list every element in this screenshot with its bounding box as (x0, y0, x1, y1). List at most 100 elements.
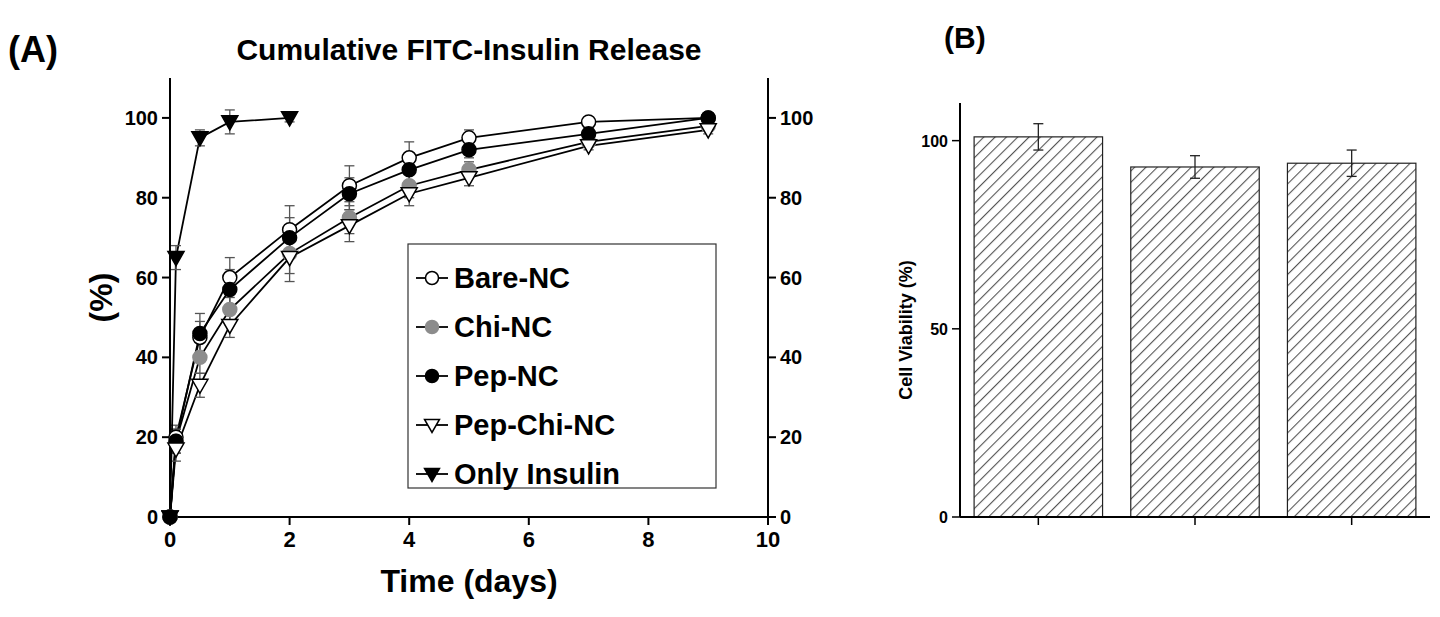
error-bar (1347, 150, 1357, 176)
error-cap (225, 337, 235, 338)
error-cap (344, 241, 354, 242)
panel-a: (A)Cumulative FITC-Insulin Release024681… (8, 29, 813, 599)
y2-tick-label: 0 (780, 506, 791, 528)
x-tick-label: 4 (403, 527, 416, 552)
x-tick (408, 517, 410, 525)
y-tick (162, 197, 170, 199)
legend-label: Bare-NC (454, 262, 570, 294)
x-tick-label: 2 (283, 527, 295, 552)
x-tick-label: 10 (756, 527, 780, 552)
x-tick (1351, 517, 1353, 525)
x-tick (1194, 517, 1196, 525)
legend: Bare-NCChi-NCPep-NCPep-Chi-NCOnly Insuli… (408, 244, 716, 490)
marker (193, 326, 207, 340)
x-tick-label: 0 (164, 527, 176, 552)
y2-tick (768, 117, 776, 119)
bar (1131, 167, 1259, 517)
marker (223, 302, 237, 316)
y-tick (952, 516, 960, 518)
bar (974, 137, 1102, 517)
marker (425, 468, 440, 481)
y2-tick-label: 40 (780, 346, 802, 368)
y-tick (162, 277, 170, 279)
y2-tick (768, 277, 776, 279)
y-tick-label: 100 (125, 107, 158, 129)
error-cap (285, 217, 295, 218)
marker (426, 370, 439, 383)
y-tick-label: 80 (136, 187, 158, 209)
y2-tick-label: 20 (780, 426, 802, 448)
error-cap (195, 313, 205, 314)
marker (461, 172, 477, 186)
x-tick (767, 517, 769, 525)
panel-label: (A) (8, 29, 58, 70)
y2-tick (768, 436, 776, 438)
legend-box (408, 244, 716, 488)
marker (192, 132, 208, 146)
marker (341, 220, 357, 234)
marker (700, 124, 716, 138)
y2-tick (768, 516, 776, 518)
error-cap (225, 109, 235, 110)
y-label: (%) (83, 273, 119, 323)
marker (282, 252, 298, 266)
x-axis (170, 516, 768, 518)
error-stem (1194, 156, 1195, 179)
y2-tick-label: 60 (780, 267, 802, 289)
y2-tick-label: 80 (780, 187, 802, 209)
marker (582, 127, 596, 141)
error-cap (171, 460, 181, 461)
marker (701, 111, 715, 125)
x-tick-label: 6 (523, 527, 535, 552)
x-tick (528, 517, 530, 525)
title: Cumulative FITC-Insulin Release (236, 33, 701, 66)
legend-label: Pep-Chi-NC (454, 409, 615, 441)
panel-b: (B)050100Cell Viability (%) (896, 21, 1430, 526)
error-cap (171, 269, 181, 270)
x-tick (289, 517, 291, 525)
marker (222, 319, 238, 333)
marker (168, 252, 184, 266)
error-stem (1351, 150, 1352, 176)
marker (162, 511, 178, 525)
y-tick (952, 328, 960, 330)
error-cap (225, 257, 235, 258)
y-tick-label: 0 (147, 506, 158, 528)
figure: (A)Cumulative FITC-Insulin Release024681… (0, 0, 1440, 617)
y-tick-label: 40 (136, 346, 158, 368)
error-cap (171, 245, 181, 246)
marker (426, 272, 439, 285)
marker (425, 419, 440, 432)
error-cap (285, 205, 295, 206)
marker (701, 111, 715, 125)
marker (401, 188, 417, 202)
error-bar (1190, 156, 1200, 179)
x-label: Time (days) (380, 563, 557, 599)
error-cap (1033, 123, 1043, 124)
marker (581, 140, 597, 154)
marker (192, 379, 208, 393)
x-tick (647, 517, 649, 525)
marker (402, 163, 416, 177)
y-label: Cell Viability (%) (896, 260, 916, 400)
error-cap (195, 373, 205, 374)
legend-label: Only Insulin (454, 458, 620, 490)
y2-tick-label: 100 (780, 107, 813, 129)
marker (168, 443, 184, 457)
error-bar (1033, 124, 1043, 150)
y2-tick (768, 356, 776, 358)
y2-tick (768, 197, 776, 199)
series-line (170, 118, 290, 517)
legend-label: Pep-NC (454, 360, 559, 392)
error-cap (225, 133, 235, 134)
y-tick-label: 60 (136, 267, 158, 289)
error-cap (1347, 176, 1357, 177)
bar (1287, 163, 1415, 517)
y-tick (952, 140, 960, 142)
error-cap (195, 373, 205, 374)
marker (342, 187, 356, 201)
y-axis (959, 103, 961, 517)
error-cap (344, 165, 354, 166)
error-cap (1190, 155, 1200, 156)
error-cap (195, 129, 205, 130)
